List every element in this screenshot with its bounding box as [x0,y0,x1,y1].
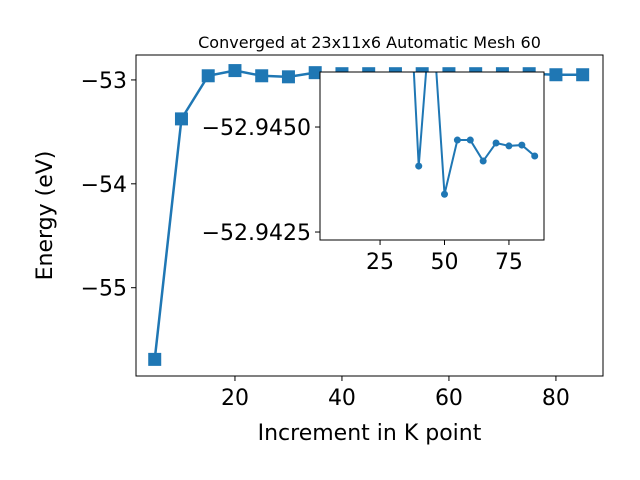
y-tick-label: −53 [81,69,127,94]
y-tick-label: −54 [81,173,127,198]
marker [492,139,500,147]
marker [228,64,242,78]
axes-frame [135,54,604,377]
x-tick-label: 20 [221,386,249,411]
marker [453,136,461,144]
y-tick-label: −52.9450 [202,116,311,141]
marker [281,70,295,84]
marker [479,157,487,165]
marker [441,190,449,198]
marker [576,68,590,82]
marker [428,0,435,5]
marker [505,142,513,150]
marker [201,69,215,83]
marker [531,152,539,160]
y-tick-label: −55 [81,277,127,302]
marker [415,162,423,170]
plot-clip [412,0,539,198]
x-axis-label: Increment in K point [258,421,482,446]
x-tick-label: 80 [542,386,570,411]
marker [255,69,269,83]
x-tick-label: 50 [431,250,459,275]
y-tick-label: −52.9425 [202,221,311,246]
x-tick-label: 40 [328,386,356,411]
marker [174,112,188,126]
x-tick-label: 25 [366,250,394,275]
chart-title: Converged at 23x11x6 Automatic Mesh 60 [198,33,541,52]
x-tick-label: 60 [435,386,463,411]
x-tick-label: 75 [495,250,523,275]
marker [549,68,563,82]
marker [466,136,474,144]
plot-area [320,72,544,240]
marker [148,352,162,366]
marker [518,141,526,149]
marker [308,66,322,80]
axes-frame [319,71,545,241]
y-axis-label: Energy (eV) [33,151,58,281]
